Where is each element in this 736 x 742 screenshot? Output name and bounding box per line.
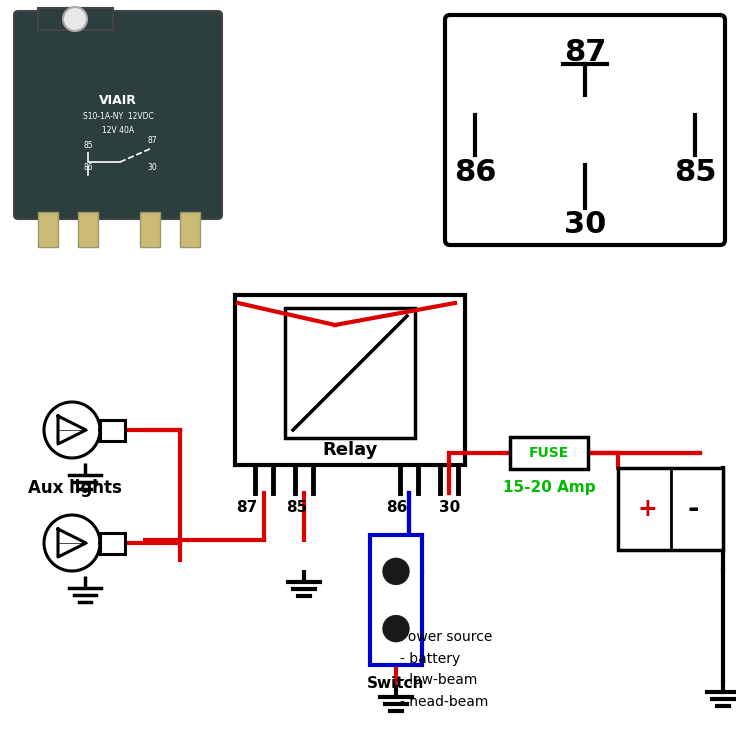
Text: Relay: Relay [322, 441, 378, 459]
Text: 30: 30 [439, 499, 461, 514]
Bar [180, 212, 200, 247]
Text: Aux lights: Aux lights [28, 479, 122, 497]
Text: FUSE: FUSE [529, 446, 569, 460]
FancyBboxPatch shape [445, 15, 725, 245]
Text: 87: 87 [147, 136, 157, 145]
Bar [510, 437, 588, 469]
Text: 15-20 Amp: 15-20 Amp [503, 479, 595, 494]
Circle shape [383, 559, 409, 585]
Text: 30: 30 [564, 209, 606, 238]
Bar [618, 468, 723, 550]
Bar [38, 212, 58, 247]
Text: VIAIR: VIAIR [99, 93, 137, 107]
Text: Power source
- battery
- low-beam
- head-beam: Power source - battery - low-beam - head… [400, 630, 492, 709]
Text: 85: 85 [673, 157, 716, 186]
Text: 86: 86 [83, 163, 93, 172]
Bar [285, 308, 415, 438]
Bar [38, 8, 113, 30]
Text: 86: 86 [454, 157, 496, 186]
Bar [235, 295, 465, 465]
Bar [100, 533, 125, 554]
Text: 87: 87 [564, 38, 606, 67]
Bar [100, 419, 125, 441]
Bar [370, 535, 422, 665]
Text: S10-1A-NY  12VDC: S10-1A-NY 12VDC [82, 111, 153, 120]
Bar [78, 212, 98, 247]
Text: 85: 85 [83, 141, 93, 150]
Text: -: - [688, 495, 699, 523]
Bar [140, 212, 160, 247]
Text: 87: 87 [236, 499, 258, 514]
FancyBboxPatch shape [14, 11, 222, 219]
Text: +: + [637, 497, 657, 521]
Text: 85: 85 [286, 499, 308, 514]
Circle shape [63, 7, 87, 31]
Text: 30: 30 [147, 163, 157, 172]
Circle shape [383, 616, 409, 642]
Text: 12V 40A: 12V 40A [102, 125, 134, 134]
Text: Switch: Switch [367, 675, 425, 691]
Text: 86: 86 [386, 499, 408, 514]
